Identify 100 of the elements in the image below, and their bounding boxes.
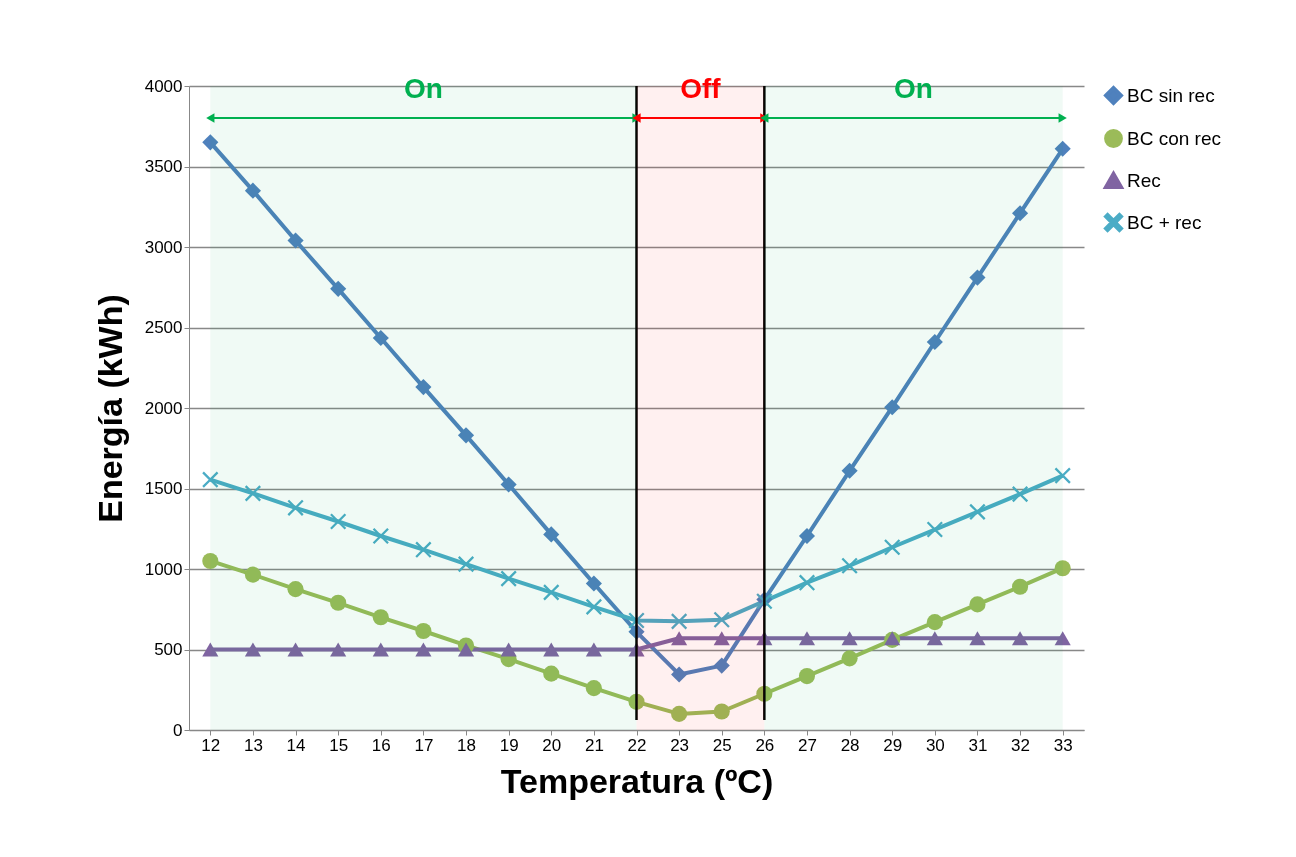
legend-label: BC + rec bbox=[1127, 211, 1202, 233]
x-tick-label: 17 bbox=[414, 735, 434, 755]
point bbox=[415, 379, 432, 396]
y-tick-label: 500 bbox=[154, 640, 183, 659]
x-tick-label: 16 bbox=[371, 735, 391, 755]
point bbox=[457, 556, 475, 573]
point bbox=[543, 665, 560, 682]
point bbox=[713, 703, 730, 720]
point bbox=[202, 134, 219, 151]
point bbox=[671, 613, 688, 630]
point bbox=[841, 650, 858, 667]
legend-label: BC sin rec bbox=[1127, 84, 1215, 106]
y-axis-title: Energía (kWh) bbox=[90, 294, 129, 523]
point bbox=[1012, 631, 1029, 646]
x-tick-label: 33 bbox=[1053, 735, 1073, 755]
x-tick-label: 19 bbox=[499, 735, 519, 755]
point bbox=[244, 566, 261, 583]
y-tick-label: 1500 bbox=[144, 479, 183, 498]
x-tick-label: 30 bbox=[925, 735, 945, 755]
point bbox=[969, 631, 986, 646]
point bbox=[500, 642, 517, 657]
x-tick-label: 15 bbox=[329, 735, 349, 755]
point bbox=[585, 598, 602, 615]
point bbox=[798, 574, 816, 591]
x-tick-label: 25 bbox=[712, 735, 732, 755]
point bbox=[1054, 560, 1071, 577]
point bbox=[543, 642, 560, 657]
point bbox=[287, 642, 304, 657]
point bbox=[585, 642, 602, 657]
x-tick-label: 20 bbox=[542, 735, 562, 755]
point bbox=[713, 631, 730, 646]
point bbox=[415, 622, 432, 640]
point bbox=[244, 642, 261, 657]
point bbox=[330, 642, 347, 657]
point bbox=[969, 503, 986, 520]
x-tick-label: 26 bbox=[755, 735, 775, 755]
point bbox=[884, 539, 901, 556]
point bbox=[1054, 140, 1071, 157]
point bbox=[926, 333, 943, 351]
point bbox=[287, 581, 304, 598]
y-tick-label: 3000 bbox=[144, 237, 183, 257]
point bbox=[287, 232, 304, 249]
point bbox=[841, 631, 858, 646]
point bbox=[1012, 578, 1029, 595]
point bbox=[969, 269, 986, 286]
point bbox=[713, 657, 730, 674]
point bbox=[585, 575, 602, 592]
y-tick-label: 3500 bbox=[144, 157, 183, 176]
point bbox=[713, 611, 730, 628]
point bbox=[798, 631, 816, 646]
point bbox=[1054, 631, 1071, 646]
point bbox=[202, 552, 219, 569]
x-tick-label: 18 bbox=[457, 735, 476, 755]
point bbox=[372, 642, 389, 657]
point bbox=[457, 642, 475, 657]
point bbox=[415, 642, 432, 657]
band-label: On bbox=[403, 73, 443, 104]
point bbox=[926, 614, 943, 631]
point bbox=[671, 666, 688, 683]
y-tick-label: 2000 bbox=[144, 398, 183, 418]
y-tick-label: 4000 bbox=[144, 76, 183, 96]
x-tick-label: 21 bbox=[584, 735, 604, 755]
point bbox=[1012, 205, 1029, 222]
point bbox=[884, 399, 901, 416]
point bbox=[457, 427, 475, 444]
point bbox=[330, 280, 347, 297]
y-tick-label: 0 bbox=[173, 720, 183, 740]
point bbox=[372, 609, 389, 626]
x-tick-label: 22 bbox=[627, 735, 647, 755]
point bbox=[841, 462, 858, 479]
point bbox=[671, 705, 688, 722]
x-tick-label: 12 bbox=[201, 735, 221, 755]
x-tick-label: 27 bbox=[798, 735, 817, 755]
y-tick-label: 2500 bbox=[144, 318, 183, 337]
x-axis-title: Temperatura (ºC) bbox=[500, 761, 774, 800]
point bbox=[841, 557, 858, 574]
point bbox=[926, 521, 943, 538]
point bbox=[330, 594, 347, 611]
point bbox=[500, 570, 517, 587]
point bbox=[1054, 467, 1071, 484]
point bbox=[244, 182, 261, 199]
point bbox=[330, 513, 347, 530]
x-tick-label: 29 bbox=[883, 735, 903, 755]
point bbox=[500, 476, 517, 493]
point bbox=[798, 668, 816, 685]
band-label: On bbox=[894, 73, 933, 104]
point bbox=[671, 631, 688, 646]
point bbox=[244, 485, 261, 502]
x-tick-label: 13 bbox=[243, 735, 263, 755]
point bbox=[543, 526, 560, 543]
point bbox=[543, 584, 560, 601]
point bbox=[969, 596, 986, 613]
y-tick-label: 1000 bbox=[144, 559, 183, 579]
point bbox=[287, 499, 304, 516]
x-tick-label: 31 bbox=[968, 735, 988, 755]
x-tick-label: 14 bbox=[286, 735, 306, 755]
point bbox=[372, 527, 389, 545]
x-tick-label: 23 bbox=[670, 735, 690, 755]
point bbox=[926, 631, 943, 646]
point bbox=[415, 541, 432, 558]
